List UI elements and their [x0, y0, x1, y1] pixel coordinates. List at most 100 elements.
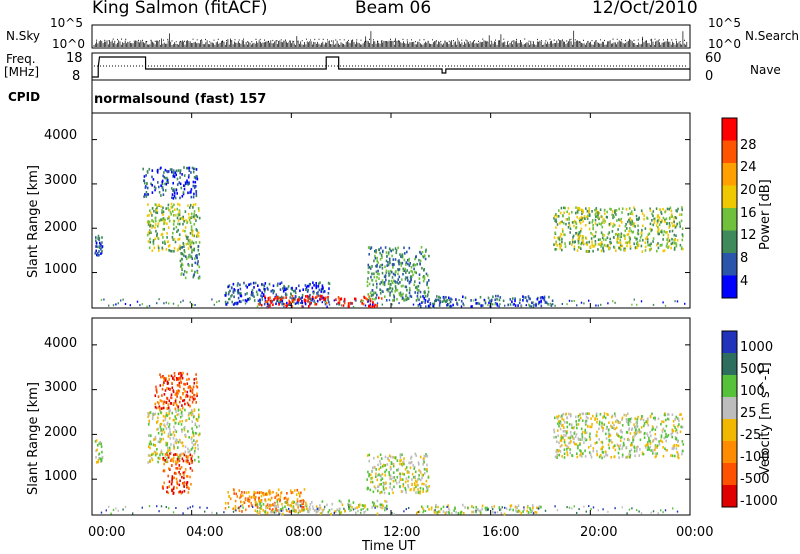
power-cell-325: [174, 196, 177, 200]
power-cell-964: [394, 258, 397, 261]
power-cell-1780: [556, 215, 558, 218]
velocity-cell-1175: [475, 510, 477, 514]
power-cell-1518: [660, 210, 662, 214]
power-cell-1069: [393, 295, 395, 298]
velocity-cell-310: [182, 371, 184, 375]
velocity-cell-1283: [647, 445, 649, 448]
velocity-cell-1568: [584, 449, 586, 453]
velocity-cell-1485: [625, 414, 627, 417]
velocity-cell-535: [180, 466, 183, 469]
power-cell-1655: [587, 214, 589, 218]
velocity-cell-964: [373, 485, 376, 488]
velocity-cell-1396: [623, 413, 625, 417]
velocity-cell-1111: [409, 466, 412, 470]
velocity-cell-24: [97, 458, 100, 462]
velocity-cell-1763: [602, 429, 604, 433]
velocity-cell-157: [197, 455, 200, 459]
velocity-cell-1163: [517, 504, 520, 507]
velocity-cell-1343: [580, 455, 583, 458]
power-cell-331: [194, 184, 196, 188]
power-cell-258: [161, 246, 164, 250]
velocity-cell-818: [256, 511, 259, 514]
power-cell-458: [194, 257, 196, 260]
power-cell-1175: [375, 286, 378, 289]
xtick-3: 12:00: [383, 525, 421, 540]
power-cell-121: [187, 212, 190, 216]
velocity-cell-115: [165, 427, 168, 430]
velocity-cell-1304: [608, 446, 610, 450]
velocity-cell-1422: [559, 439, 562, 442]
power-cell-1014: [394, 285, 397, 288]
power-cell-ground-1911: [122, 298, 124, 301]
power-cell-614: [266, 286, 269, 290]
power-cell-1804: [646, 235, 648, 239]
power-cell-1760: [573, 245, 576, 248]
power-cell-1131: [408, 259, 410, 262]
beam-title: Beam 06: [355, 0, 432, 18]
power-cell-776: [323, 298, 325, 302]
power-cell-597: [287, 303, 290, 306]
power-cell-806: [270, 301, 272, 304]
velocity-cell-1705: [595, 414, 598, 418]
power-cell-1576: [602, 249, 605, 253]
velocity-cell-548: [187, 486, 190, 490]
power-cell-889: [383, 283, 386, 287]
velocity-cell-279: [192, 432, 195, 435]
power-cell-1668: [607, 244, 609, 247]
power-cell-754: [264, 295, 266, 299]
velocity-cell-1639: [586, 412, 589, 415]
power-cell-1259: [423, 297, 425, 300]
velocity-cell-1414: [557, 422, 559, 425]
power-cell-833: [369, 299, 372, 303]
velocity-cell-879: [277, 508, 280, 512]
power-cell-1000: [373, 291, 375, 294]
power-cell-1609: [577, 239, 580, 243]
power-cell-1815: [555, 242, 557, 246]
power-cell-778: [296, 298, 299, 302]
velocity-cell-1728: [569, 431, 572, 434]
power-cell-1261: [422, 295, 424, 298]
nsky-label: N.Sky: [6, 29, 41, 43]
power-cell-700: [294, 289, 296, 293]
velocity-cell-284: [158, 457, 161, 460]
power-cell-253: [163, 222, 165, 225]
velocity-cell-171: [175, 417, 177, 421]
power-cell-ground-1956: [319, 298, 321, 301]
velocity-cell-941: [389, 482, 392, 486]
velocity-cell-188: [165, 460, 167, 463]
power-cell-ground-1974: [372, 303, 374, 306]
velocity-cell-1132: [401, 463, 404, 466]
velocity-cell-1353: [631, 443, 633, 447]
velocity-cell-774: [267, 506, 269, 509]
power-cell-840: [351, 302, 353, 305]
power-cell-349: [190, 195, 193, 199]
power-cell-1436: [663, 230, 665, 233]
velocity-cell-750: [241, 491, 243, 494]
velocity-cell-227: [185, 435, 187, 438]
velocity-cell-816: [362, 504, 365, 508]
power-cell-ground-1961: [333, 299, 335, 302]
power-cell-797: [282, 296, 285, 300]
velocity-cell-508: [183, 485, 185, 488]
velocity-cell-1085: [377, 463, 379, 467]
power-cell-1717: [652, 210, 655, 213]
velocity-cell-431: [191, 391, 194, 394]
power-cell-758: [319, 295, 321, 298]
velocity-cell-1603: [558, 449, 560, 452]
velocity-cell-1328: [662, 427, 665, 431]
velocity-cell-9: [98, 457, 100, 460]
velocity-cell-469: [167, 474, 169, 478]
power-cell-159: [177, 202, 179, 206]
power-cell-292: [171, 170, 173, 174]
velocity-cell-1511: [616, 433, 618, 436]
velocity-cell-1379: [648, 436, 650, 440]
velocity-cell-1666: [596, 434, 598, 438]
power-cell-1164: [398, 259, 400, 262]
power-cell-311: [171, 196, 173, 199]
velocity-cell-1426: [567, 436, 570, 440]
velocity-cell-1742: [603, 423, 606, 426]
power-cell-1413: [580, 218, 582, 222]
power-cell-1897: [564, 245, 567, 248]
velocity-cell-1050: [377, 489, 379, 493]
power-cell-1006: [370, 246, 373, 249]
